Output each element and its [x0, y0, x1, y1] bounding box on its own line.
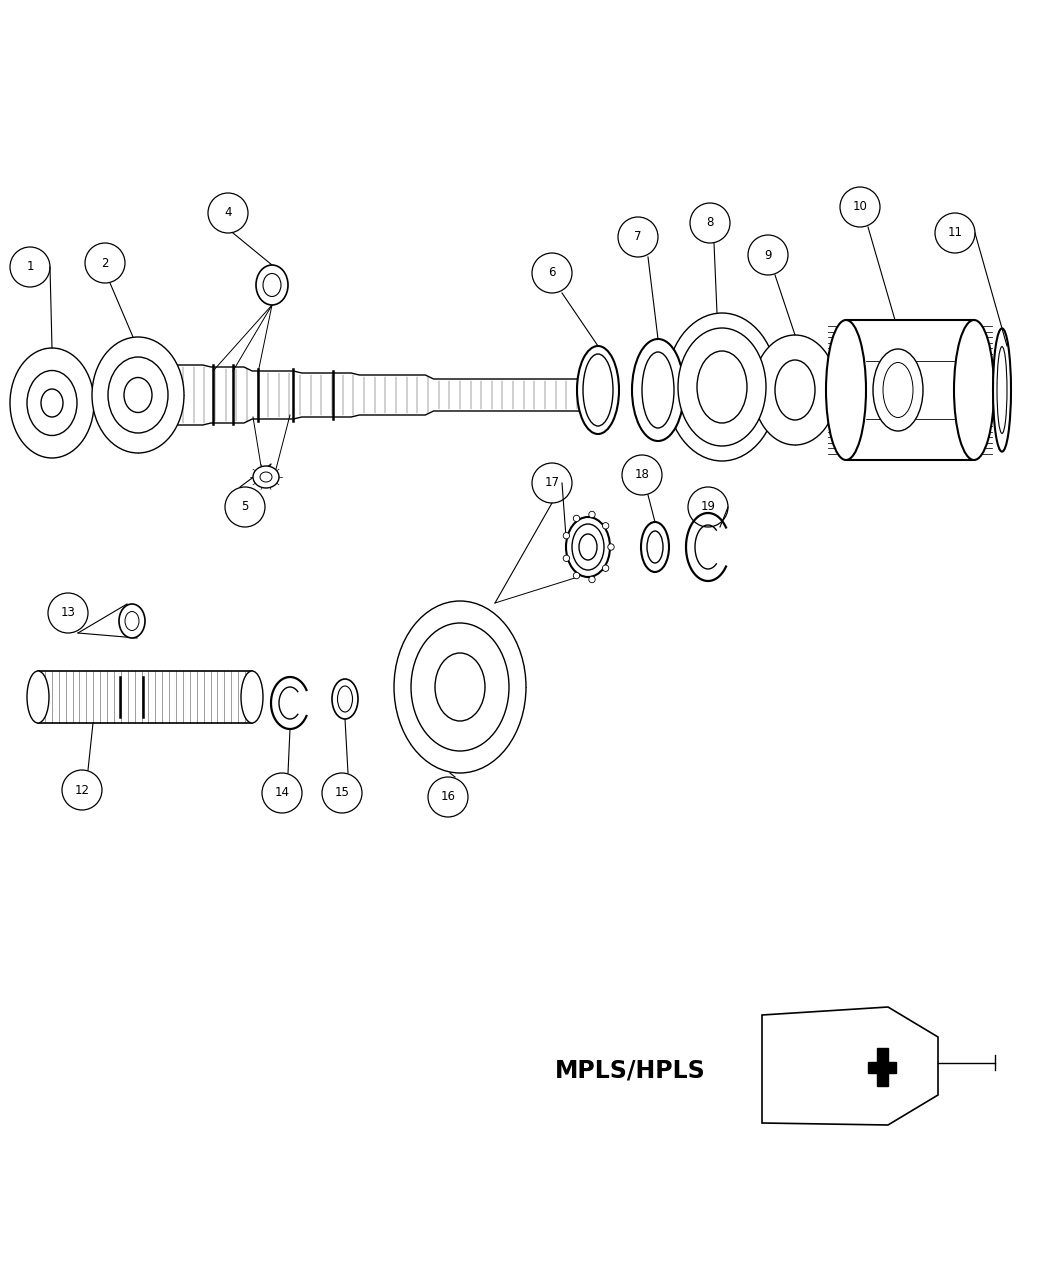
Ellipse shape: [826, 320, 866, 460]
Text: 8: 8: [707, 217, 714, 230]
Ellipse shape: [125, 612, 139, 631]
Ellipse shape: [435, 653, 485, 720]
Text: 1: 1: [26, 260, 34, 274]
Text: 9: 9: [764, 249, 772, 261]
Circle shape: [603, 523, 609, 529]
Ellipse shape: [566, 516, 610, 578]
Text: 16: 16: [441, 790, 456, 803]
Ellipse shape: [954, 320, 994, 460]
Text: 2: 2: [101, 256, 109, 269]
Ellipse shape: [572, 524, 604, 570]
Ellipse shape: [394, 601, 526, 773]
Text: 12: 12: [75, 784, 89, 797]
Ellipse shape: [642, 352, 674, 428]
Circle shape: [589, 576, 595, 583]
Ellipse shape: [666, 312, 778, 462]
FancyBboxPatch shape: [114, 374, 162, 417]
Ellipse shape: [640, 521, 669, 572]
Circle shape: [573, 515, 580, 521]
Ellipse shape: [873, 349, 923, 431]
Ellipse shape: [753, 335, 837, 445]
Text: 14: 14: [274, 787, 290, 799]
Text: 11: 11: [947, 227, 963, 240]
Ellipse shape: [579, 534, 597, 560]
Ellipse shape: [119, 604, 145, 638]
Ellipse shape: [883, 362, 914, 417]
Text: 13: 13: [61, 607, 76, 620]
Text: 4: 4: [225, 207, 232, 219]
Ellipse shape: [92, 337, 184, 453]
Ellipse shape: [256, 265, 288, 305]
Ellipse shape: [27, 371, 77, 436]
Text: 17: 17: [545, 477, 560, 490]
Ellipse shape: [262, 274, 281, 297]
Text: 19: 19: [700, 501, 715, 514]
Text: 10: 10: [853, 200, 867, 213]
Ellipse shape: [998, 347, 1007, 434]
Text: 15: 15: [335, 787, 350, 799]
Text: 6: 6: [548, 266, 555, 279]
Circle shape: [573, 572, 580, 579]
Text: 18: 18: [634, 468, 650, 482]
Ellipse shape: [27, 671, 49, 723]
Text: 7: 7: [634, 231, 642, 244]
Ellipse shape: [993, 329, 1011, 451]
Text: 5: 5: [242, 501, 249, 514]
Ellipse shape: [260, 472, 272, 482]
Ellipse shape: [697, 351, 747, 423]
Ellipse shape: [124, 377, 152, 413]
Ellipse shape: [253, 465, 279, 488]
Circle shape: [563, 533, 569, 539]
Ellipse shape: [108, 357, 168, 434]
Circle shape: [608, 544, 614, 551]
Ellipse shape: [332, 680, 358, 719]
Ellipse shape: [647, 530, 663, 564]
Ellipse shape: [632, 339, 684, 441]
Ellipse shape: [775, 360, 815, 419]
Circle shape: [563, 555, 569, 561]
Ellipse shape: [678, 328, 766, 446]
Ellipse shape: [411, 623, 509, 751]
Ellipse shape: [578, 346, 619, 434]
Circle shape: [603, 565, 609, 571]
Bar: [877, 1048, 887, 1086]
Ellipse shape: [10, 348, 94, 458]
Circle shape: [589, 511, 595, 518]
Ellipse shape: [583, 354, 613, 426]
Ellipse shape: [242, 671, 262, 723]
Ellipse shape: [41, 389, 63, 417]
Ellipse shape: [337, 686, 353, 711]
Text: MPLS/HPLS: MPLS/HPLS: [555, 1058, 706, 1082]
Bar: [868, 1062, 896, 1072]
